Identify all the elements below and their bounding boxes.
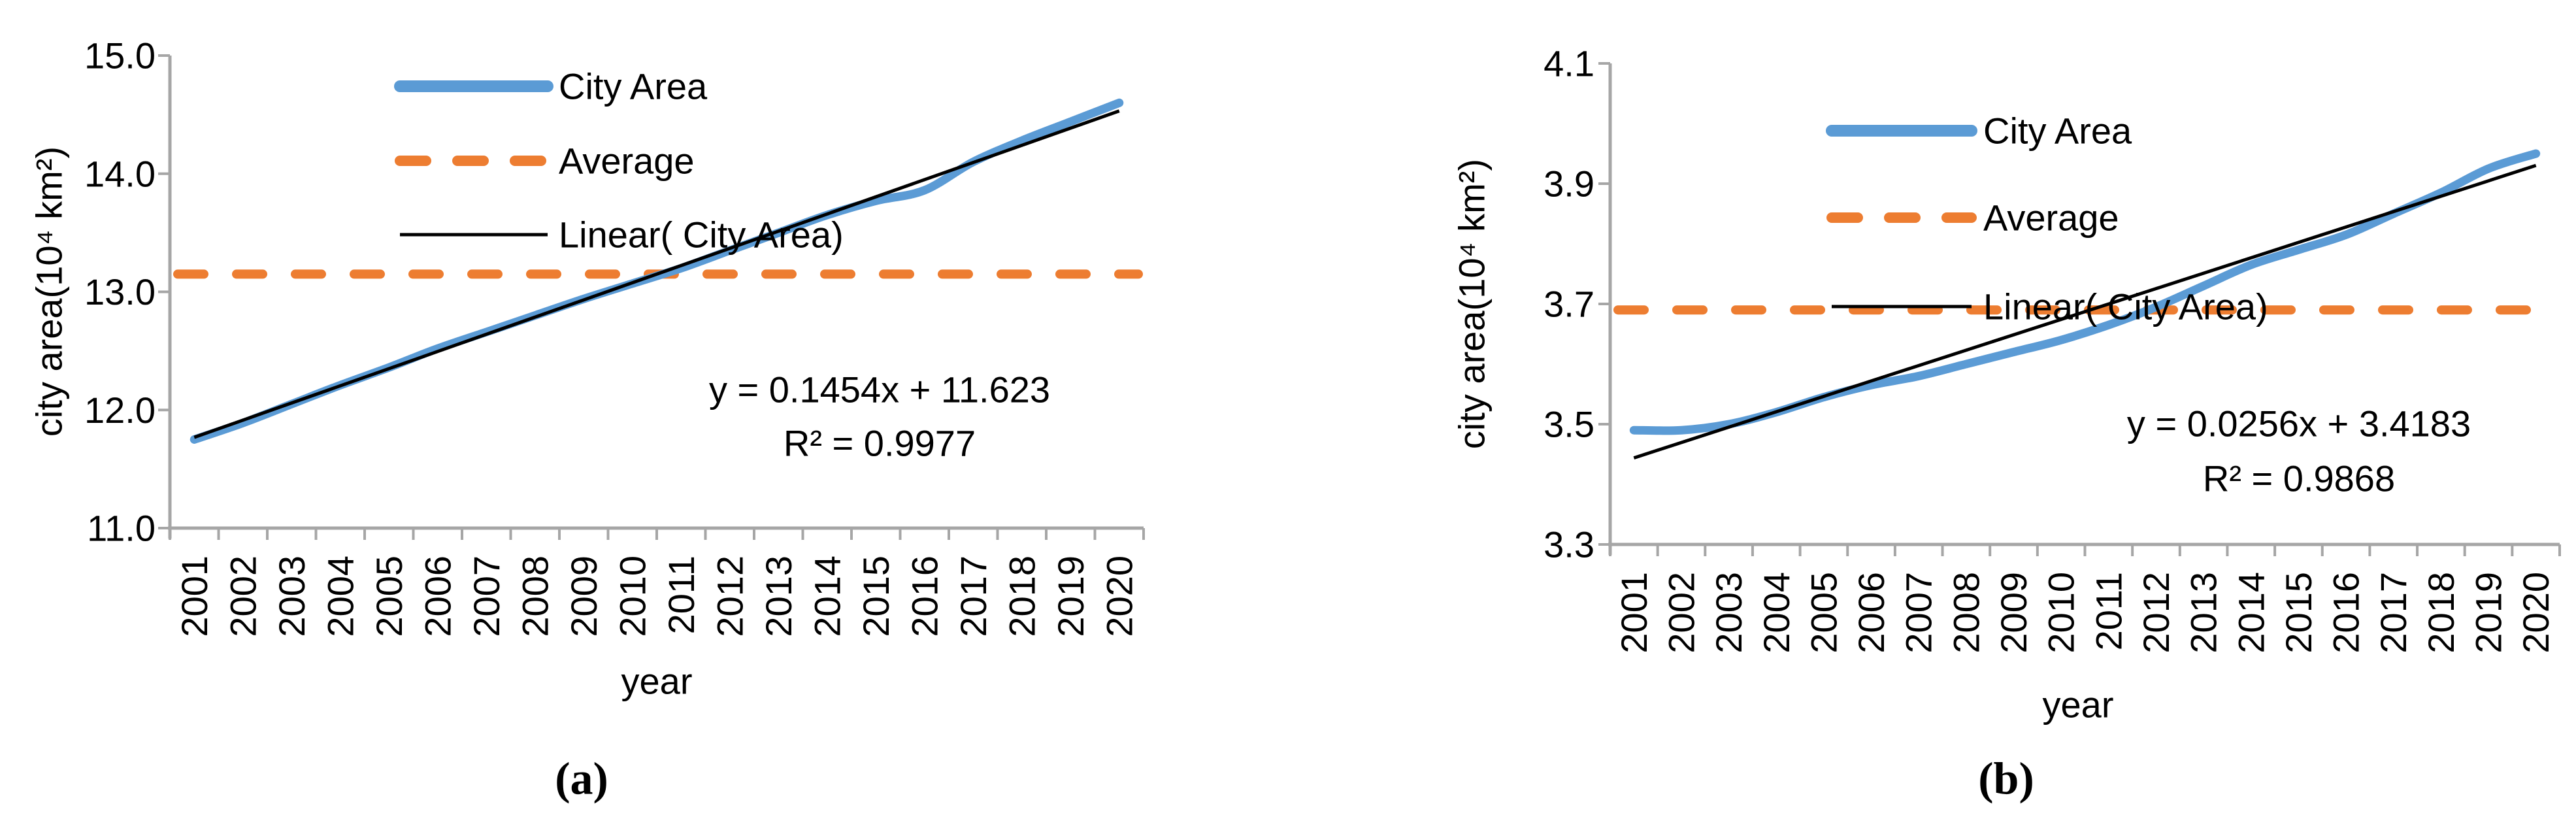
y-tick-label: 3.3 bbox=[1544, 524, 1594, 565]
panel-caption: (b) bbox=[1978, 754, 2034, 805]
x-axis-title: year bbox=[621, 661, 693, 702]
trend-line bbox=[1633, 163, 2537, 459]
x-tick-label: 2002 bbox=[222, 556, 263, 637]
x-tick-label: 2005 bbox=[1803, 572, 1844, 654]
trend-r-squared: R² = 0.9868 bbox=[2203, 458, 2395, 499]
x-tick-label: 2016 bbox=[904, 556, 945, 637]
plot-series-b bbox=[1613, 149, 2559, 459]
legend-label-city-area: City Area bbox=[559, 66, 708, 107]
x-tick-label: 2008 bbox=[514, 556, 555, 637]
x-tick-label: 2018 bbox=[2420, 572, 2462, 654]
legend-label-linear: Linear( City Area) bbox=[1983, 286, 2268, 327]
y-tick-label: 3.5 bbox=[1544, 404, 1594, 445]
x-tick-label: 2002 bbox=[1660, 572, 1702, 654]
trend-equation: y = 0.0256x + 3.4183 bbox=[2127, 403, 2471, 444]
y-tick-label: 15.0 bbox=[84, 35, 156, 76]
legend-label-city-area: City Area bbox=[1983, 110, 2132, 152]
x-tick-label: 2014 bbox=[806, 556, 848, 637]
y-tick-label: 3.7 bbox=[1544, 284, 1594, 325]
x-tick-label: 2001 bbox=[174, 556, 215, 637]
x-tick-label: 2007 bbox=[1898, 572, 1940, 654]
y-axis-title: city area(10⁴ km²) bbox=[29, 146, 70, 437]
x-tick-label: 2010 bbox=[612, 556, 653, 637]
x-tick-label: 2014 bbox=[2230, 572, 2271, 654]
x-axis-title: year bbox=[2043, 684, 2114, 725]
x-tick-label: 2015 bbox=[855, 556, 897, 637]
x-tick-label: 2010 bbox=[2041, 572, 2082, 654]
x-tick-label: 2012 bbox=[2136, 572, 2177, 654]
plot-series-a bbox=[173, 98, 1143, 444]
x-tick-label: 2019 bbox=[2468, 572, 2509, 654]
panel-caption: (a) bbox=[555, 754, 608, 805]
legend-label-average: Average bbox=[1983, 197, 2119, 239]
x-tick-label: 2017 bbox=[953, 556, 994, 637]
x-tick-label: 2020 bbox=[2515, 572, 2556, 654]
y-tick-label: 12.0 bbox=[84, 390, 156, 431]
legend-label-linear: Linear( City Area) bbox=[559, 214, 844, 256]
x-tick-label: 2017 bbox=[2373, 572, 2414, 654]
x-tick-label: 2016 bbox=[2326, 572, 2367, 654]
x-tick-label: 2005 bbox=[369, 556, 410, 637]
chart-panel-a: 15.0 14.0 13.0 12.0 11.0 2001 2002 2003 2004 2005… bbox=[29, 35, 1145, 805]
y-tick-label: 3.9 bbox=[1544, 163, 1594, 205]
x-tick-label: 2009 bbox=[1993, 572, 2034, 654]
x-tick-label: 2012 bbox=[709, 556, 750, 637]
x-tick-label: 2020 bbox=[1098, 556, 1140, 637]
x-tick-label: 2001 bbox=[1613, 572, 1655, 654]
x-tick-label: 2004 bbox=[320, 556, 361, 637]
y-tick-label: 11.0 bbox=[87, 508, 156, 549]
legend-label-average: Average bbox=[559, 141, 695, 182]
x-tick-label: 2008 bbox=[1945, 572, 1987, 654]
y-axis-title: city area(10⁴ km²) bbox=[1451, 159, 1493, 449]
x-tick-label: 2018 bbox=[1001, 556, 1042, 637]
axes-a: 15.0 14.0 13.0 12.0 11.0 2001 2002 2003 2004 2005… bbox=[84, 35, 1145, 637]
trend-r-squared: R² = 0.9977 bbox=[784, 423, 976, 464]
x-tick-label: 2006 bbox=[1851, 572, 1892, 654]
x-tick-label: 2011 bbox=[661, 556, 702, 634]
trend-equation: y = 0.1454x + 11.623 bbox=[709, 369, 1050, 410]
x-tick-label: 2003 bbox=[1708, 572, 1749, 654]
x-tick-label: 2009 bbox=[563, 556, 604, 637]
x-tick-label: 2003 bbox=[271, 556, 312, 637]
x-tick-label: 2006 bbox=[417, 556, 458, 637]
y-tick-label: 14.0 bbox=[84, 153, 156, 194]
legend-a bbox=[394, 80, 553, 237]
x-tick-label: 2013 bbox=[2183, 572, 2224, 654]
y-tick-label: 13.0 bbox=[84, 271, 156, 312]
x-tick-label: 2004 bbox=[1756, 572, 1797, 654]
x-tick-label: 2019 bbox=[1050, 556, 1091, 637]
x-tick-label: 2015 bbox=[2278, 572, 2319, 654]
x-tick-label: 2011 bbox=[2088, 572, 2129, 650]
y-tick-label: 4.1 bbox=[1544, 43, 1594, 84]
x-tick-label: 2007 bbox=[466, 556, 507, 637]
legend-b bbox=[1826, 125, 1977, 308]
trend-line bbox=[193, 109, 1120, 439]
x-tick-label: 2013 bbox=[758, 556, 799, 637]
